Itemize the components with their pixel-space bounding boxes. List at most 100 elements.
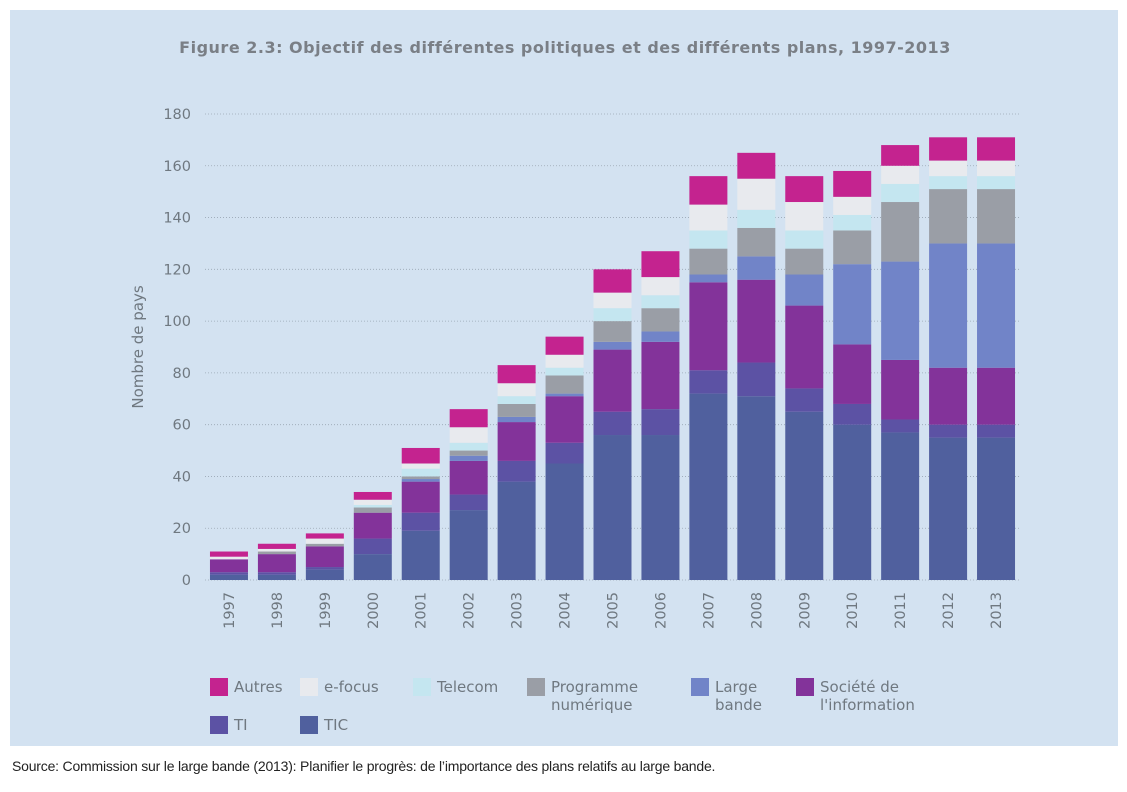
bar-segment [449, 409, 488, 428]
bar-segment [785, 274, 824, 306]
bar-segment [785, 202, 824, 231]
bar-segment [785, 230, 824, 249]
bar-segment [689, 248, 728, 275]
x-tick-label: 2007 [701, 592, 717, 629]
bar-segment [737, 256, 776, 280]
legend-label: Autres [234, 678, 283, 696]
bar-segment [833, 196, 872, 215]
bar-segment [305, 546, 344, 568]
bar-segment [449, 450, 488, 456]
x-tick-label: 1998 [270, 592, 286, 629]
bar-segment [497, 383, 536, 397]
bar-segment [449, 494, 488, 511]
bar-segment [785, 176, 824, 203]
bar-segment [833, 170, 872, 197]
bar-segment [305, 533, 344, 539]
bar-segment [497, 422, 536, 461]
bar-segment [833, 403, 872, 425]
bar-segment [977, 243, 1016, 368]
x-tick-label: 2012 [941, 592, 957, 629]
bar-segment [401, 530, 440, 580]
x-tick-label: 1997 [222, 592, 238, 629]
bar-segment [593, 411, 632, 436]
x-tick-label: 2008 [749, 592, 765, 629]
y-tick-label: 20 [173, 521, 191, 537]
bar-segment [929, 176, 968, 190]
bar-segment [641, 331, 680, 342]
bar-segment [833, 214, 872, 231]
legend-item: TI [210, 716, 290, 734]
bar-segment [833, 230, 872, 265]
bar-segment [641, 409, 680, 436]
bar-segment [593, 341, 632, 350]
legend-label: Large bande [715, 678, 762, 714]
bar-segment [353, 507, 392, 513]
bar-segment [353, 499, 392, 505]
bar-segment [497, 416, 536, 423]
bar-segment [545, 463, 584, 580]
chart-title: Figure 2.3: Objectif des différentes pol… [179, 38, 951, 57]
legend-label: Société de l'information [820, 678, 915, 714]
bar-segment [929, 437, 968, 580]
bar-segment [977, 176, 1016, 190]
bar-segment [737, 209, 776, 228]
bar-segment [641, 277, 680, 296]
bar-segment [209, 572, 248, 575]
bar-segment [929, 243, 968, 368]
bar-segment [545, 393, 584, 397]
bar-segment [977, 189, 1016, 244]
bar-segment [497, 396, 536, 404]
bar-segment [497, 481, 536, 580]
bar-segment [833, 424, 872, 580]
bar-segment [881, 202, 920, 262]
bar-segment [641, 251, 680, 278]
bar-segment [881, 359, 920, 420]
bar-segment [593, 308, 632, 322]
y-axis-label: Nombre de pays [129, 285, 147, 408]
legend-item: Autres [210, 678, 290, 696]
bar-segment [593, 269, 632, 293]
bar-segment [497, 403, 536, 417]
bar-segment [401, 447, 440, 464]
bar-segment [353, 491, 392, 500]
y-tick-label: 100 [163, 314, 191, 330]
bar-segment [353, 554, 392, 580]
bar-segment [737, 362, 776, 397]
bar-segment [641, 295, 680, 309]
y-tick-label: 60 [173, 418, 191, 434]
bar-segment [593, 349, 632, 412]
bar-segment [449, 455, 488, 461]
bar-segment [305, 543, 344, 547]
bar-segment [929, 424, 968, 438]
x-tick-label: 2009 [797, 592, 813, 629]
bar-segment [689, 370, 728, 394]
bar-segment [449, 510, 488, 580]
bar-segment [785, 411, 824, 580]
bar-segment [833, 344, 872, 404]
bar-segment [641, 341, 680, 410]
bar-segment [449, 442, 488, 451]
y-tick-label: 160 [163, 159, 191, 175]
bar-segment [353, 504, 392, 508]
bar-segment [833, 264, 872, 345]
legend-item: Large bande [691, 678, 781, 714]
bar-segment [689, 393, 728, 580]
bar-segment [257, 548, 296, 552]
bar-segment [977, 437, 1016, 580]
legend-swatch [796, 678, 814, 696]
legend-swatch [413, 678, 431, 696]
x-tick-label: 2001 [414, 592, 430, 629]
bar-segment [497, 460, 536, 482]
bar-segment [209, 574, 248, 580]
bar-segment [785, 248, 824, 275]
bar-segment [929, 367, 968, 425]
bar-segment [881, 145, 920, 166]
x-tick-label: 2010 [845, 592, 861, 629]
legend-label: Telecom [437, 678, 499, 696]
bar-segment [929, 137, 968, 161]
bar-segment [257, 572, 296, 575]
y-tick-label: 120 [163, 262, 191, 278]
bar-segment [353, 512, 392, 539]
bar-segment [881, 261, 920, 360]
